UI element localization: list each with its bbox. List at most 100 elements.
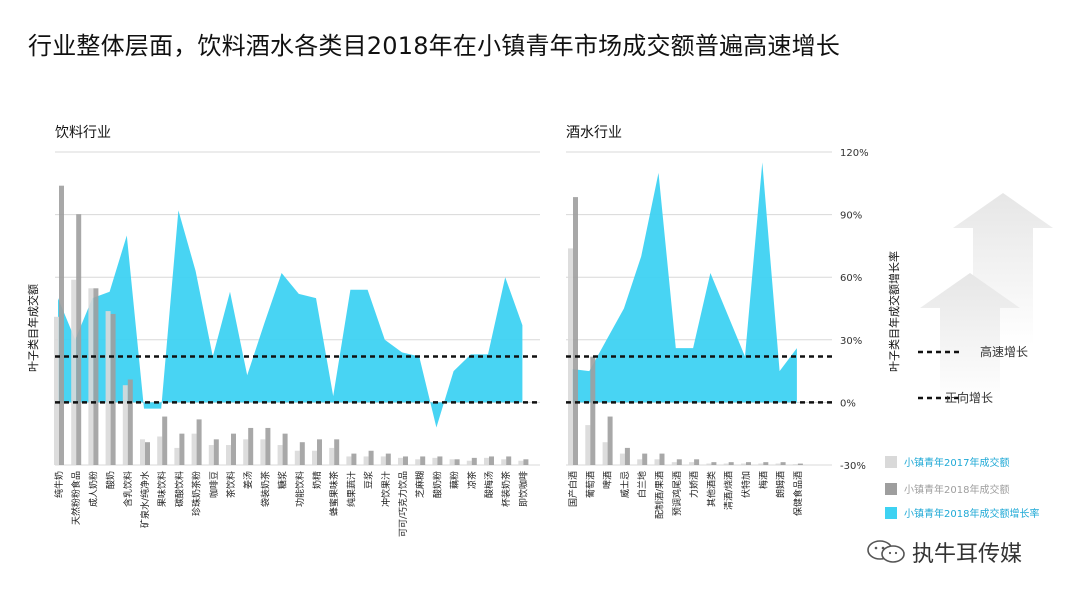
y-axis-label-left: 叶子类目年成交额 [26,284,40,372]
category-label: 力娇酒 [688,471,700,498]
category-label: 蜂蜜果味茶 [328,471,340,516]
bar-2018 [299,442,305,465]
bar-2018 [385,453,391,465]
bar-2017 [398,457,403,465]
category-label: 伏特加 [740,471,752,498]
bar-2017 [105,311,111,465]
category-label: 预调鸡尾酒 [671,471,683,516]
bar-2017 [260,439,266,465]
category-label: 酸奶 [105,471,117,489]
panel-title-beverage: 饮料行业 [55,125,111,141]
bar-2018 [179,433,185,465]
category-label: 保健食品酒 [792,471,804,516]
y2-tick-label: 0% [840,398,856,409]
bar-2018 [162,416,168,465]
y-axis-label-right: 叶子类目年成交额增长率 [887,251,901,372]
bar-2018 [93,288,99,465]
category-label: 芝麻糊 [414,471,426,498]
bar-2017 [277,445,283,465]
bar-2018 [728,462,734,465]
bar-2017 [226,445,231,465]
bar-2017 [518,460,524,465]
bar-2017 [602,442,608,465]
bar-2018 [659,453,665,465]
bar-2018 [368,450,374,465]
bar-2018 [196,419,202,465]
watermark-text: 执牛耳传媒 [912,542,1023,567]
bar-2017 [243,439,249,465]
bar-2017 [619,453,625,465]
category-label: 葡萄酒 [584,471,596,498]
bar-2017 [363,456,369,465]
bar-2017 [122,385,128,465]
legend-label: 小镇青年2018年成交额 [904,483,1009,496]
growth-area [572,162,797,403]
category-label: 碳酸饮料 [173,471,185,507]
bar-2018 [110,313,116,465]
category-label: 清酒/烧酒 [723,471,735,510]
page-title: 行业整体层面，饮料酒水各类目2018年在小镇青年市场成交额普遍高速增长 [28,32,841,60]
y2-tick-label: -30% [840,461,866,472]
category-label: 凉茶 [466,471,478,489]
y2-tick-label: 30% [840,336,862,347]
bar-2018 [317,439,322,465]
bar-2018 [454,459,460,465]
category-label: 姜汤 [242,471,254,489]
category-label: 藕粉 [449,471,461,489]
category-label: 天然粉粉食品 [70,471,82,525]
category-label: 成人奶粉 [87,471,99,507]
bar-2017 [637,459,643,465]
legend-swatch [885,483,897,495]
bar-2018 [797,463,803,465]
growth-area [58,210,523,428]
category-label: 咖啡豆 [208,471,220,498]
reference-line-label: 正向增长 [945,390,993,405]
bar-2018 [711,462,717,465]
bar-2017 [723,463,729,465]
bar-2018 [282,433,288,465]
bar-2017 [294,450,300,465]
legend-label: 小镇青年2018年成交额增长率 [904,507,1039,520]
bar-2018 [403,456,408,465]
bar-2017 [484,457,489,465]
legend-swatch [885,456,897,468]
category-label: 威士忌 [619,471,631,498]
category-label: 含乳饮料 [122,471,134,507]
bar-2017 [71,279,77,465]
category-label: 袋装奶茶 [259,471,271,507]
chart-panels: 纯牛奶 天然粉粉食品 成人奶粉 酸奶 含乳饮料 矿泉水/纯净水 果味饮料 碳酸饮料 珍珠奶茶粉咖… [53,162,804,537]
bar-2017 [775,463,781,465]
y2-tick-label: 120% [840,148,869,159]
chat-bubble-icon [867,540,905,563]
bar-2017 [346,456,352,465]
bar-2017 [380,456,386,465]
bar-2017 [157,436,163,465]
bar-2017 [689,462,695,465]
bar-2017 [88,288,94,465]
bar-2018 [590,356,596,465]
category-label: 奶精 [311,471,323,489]
bar-2017 [758,463,764,465]
category-label: 茶饮料 [225,471,237,498]
bar-2018 [676,459,682,465]
bar-2017 [54,316,59,465]
bar-2018 [145,442,150,465]
category-label: 纯牛奶 [53,471,65,498]
growth-arrow-icon-small [920,273,1020,400]
category-label: 纯果蔬汁 [345,471,357,507]
bar-2018 [127,379,133,465]
bar-2017 [312,450,317,465]
category-label: 国产白酒 [567,471,579,507]
panel-title-alcohol: 酒水行业 [566,125,622,141]
bar-2017 [585,425,591,465]
y2-tick-label: 90% [840,211,862,222]
bar-2017 [654,459,660,465]
category-label: 即饮咖啡 [517,471,529,507]
category-label: 啤酒 [602,471,614,489]
category-label: 功能饮料 [294,471,306,507]
bar-2018 [437,456,443,465]
bar-2017 [706,463,712,465]
